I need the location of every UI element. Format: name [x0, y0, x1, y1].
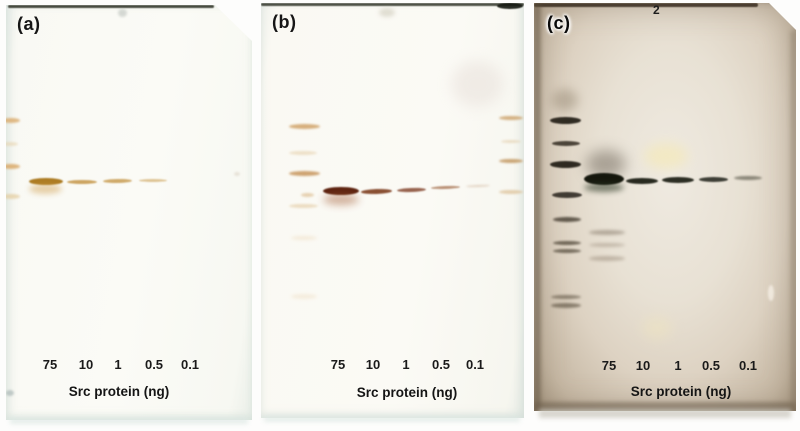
- x-axis-label-c: Src protein (ng): [630, 384, 732, 399]
- blot-marks-layer-b: [261, 3, 524, 418]
- blot-band: [501, 140, 521, 143]
- blot-band: [626, 178, 658, 184]
- blot-band: [102, 178, 133, 184]
- lane-label-75: 75: [601, 358, 617, 373]
- blot-band: [642, 317, 672, 339]
- panel-shadow-b: [264, 416, 520, 422]
- blot-band: [465, 184, 491, 188]
- panel-shadow-c: [539, 409, 791, 418]
- lane-label-10: 10: [635, 358, 651, 373]
- blot-band: [139, 179, 167, 182]
- blot-band: [8, 5, 214, 8]
- blot-band: [6, 194, 20, 199]
- blot-band: [662, 177, 694, 183]
- lane-label-0p5: 0.5: [144, 357, 164, 372]
- blot-band: [301, 193, 314, 197]
- blot-band: [553, 249, 581, 253]
- panel-shadow-a: [10, 418, 248, 424]
- blot-band: [534, 3, 541, 411]
- blot-band: [451, 61, 503, 107]
- blot-band: [291, 236, 317, 240]
- blot-band: [699, 177, 728, 182]
- blot-band: [289, 204, 318, 208]
- blot-band: [6, 142, 18, 146]
- blot-band: [289, 171, 320, 176]
- blot-band: [261, 3, 524, 6]
- blot-band: [552, 141, 580, 146]
- lane-label-1: 1: [402, 357, 410, 372]
- blot-panel-b: (b) 75 10 1 0.5 0.1 Src protein (ng): [261, 3, 524, 418]
- blot-band: [29, 178, 63, 185]
- lane-label-10: 10: [78, 357, 94, 372]
- panel-label-a: (a): [17, 14, 41, 34]
- lane-label-75: 75: [330, 357, 346, 372]
- blot-band: [499, 116, 523, 120]
- blot-band: [734, 176, 762, 180]
- lane-label-10: 10: [365, 357, 381, 372]
- blot-band: [289, 151, 317, 155]
- blot-band: [323, 194, 359, 205]
- blot-band: [67, 180, 97, 184]
- blot-band: [499, 190, 523, 194]
- blot-band: [6, 164, 20, 169]
- blot-band: [29, 184, 62, 194]
- blot-band: [6, 390, 14, 396]
- blot-band: [790, 31, 796, 411]
- blot-band: [552, 89, 578, 111]
- blot-band: [534, 3, 758, 7]
- blot-band: [589, 243, 625, 247]
- blot-band: [323, 187, 359, 195]
- blot-band: [550, 117, 581, 124]
- blot-band: [118, 9, 127, 17]
- panel-label-c: (c): [547, 13, 571, 33]
- blot-band: [499, 159, 523, 163]
- blot-band: [6, 118, 20, 123]
- blot-band: [553, 217, 581, 222]
- blot-band: [379, 8, 395, 17]
- blot-band: [589, 230, 625, 235]
- blot-marks-layer-a: [6, 5, 252, 420]
- handwritten-annotation: 2: [653, 3, 660, 17]
- blot-marks-layer-c: [534, 3, 796, 411]
- blot-band: [289, 124, 320, 129]
- lane-label-75: 75: [42, 357, 58, 372]
- blot-band: [768, 285, 774, 301]
- blot-band: [497, 3, 523, 9]
- blot-band: [584, 173, 624, 185]
- blot-panel-a: (a) 75 10 1 0.5 0.1 Src protein (ng): [6, 5, 252, 420]
- lane-label-0p1: 0.1: [465, 357, 485, 372]
- blot-band: [553, 241, 581, 245]
- x-axis-label-b: Src protein (ng): [356, 385, 458, 400]
- lane-label-0p1: 0.1: [738, 358, 758, 373]
- lane-label-0p5: 0.5: [701, 358, 721, 373]
- lane-label-1: 1: [114, 357, 122, 372]
- blot-band: [551, 303, 581, 308]
- lane-label-0p5: 0.5: [431, 357, 451, 372]
- blot-band: [291, 294, 317, 299]
- blot-panel-c: (c) 2 75 10 1 0.5 0.1 Src protein (ng): [534, 3, 796, 411]
- blot-band: [360, 188, 393, 195]
- blot-band: [234, 172, 240, 176]
- lane-label-1: 1: [674, 358, 682, 373]
- blot-band: [551, 295, 581, 299]
- blot-band: [396, 187, 427, 193]
- lane-label-0p1: 0.1: [180, 357, 200, 372]
- x-axis-label-a: Src protein (ng): [68, 384, 170, 399]
- blot-band: [534, 402, 796, 411]
- blot-band: [552, 192, 582, 198]
- blot-band: [589, 256, 625, 261]
- panel-label-b: (b): [272, 12, 297, 32]
- blot-band: [430, 185, 461, 190]
- blot-band: [550, 161, 581, 168]
- blot-band: [644, 143, 688, 169]
- blot-band: [584, 183, 624, 192]
